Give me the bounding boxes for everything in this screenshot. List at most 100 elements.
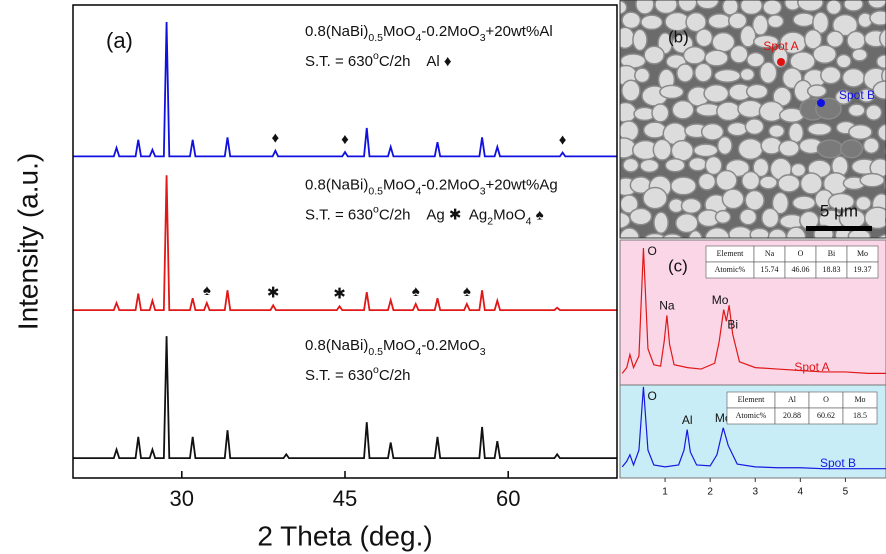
grain [652,138,672,161]
grain [825,30,845,48]
grain [812,44,837,64]
grain [878,28,886,49]
peak-marker: ♦ [341,131,349,148]
sem-frame [619,0,886,239]
grain [881,66,886,85]
grain [744,189,765,211]
grain [695,28,714,48]
grain [704,155,723,176]
text-part: -0.2MoO [421,23,479,40]
table-text: O [798,249,804,258]
scale-bar [806,226,872,231]
grain [622,157,640,173]
table-text: 19.37 [854,265,872,274]
table-text: Atomic% [715,265,746,274]
grain [726,121,749,137]
scale-bar-label: 5 μm [820,201,858,220]
grain [700,122,725,141]
grain [654,0,678,15]
table-text: Al [788,395,797,404]
grain [721,188,745,210]
xrd-line [73,336,617,460]
grain [670,176,697,196]
grain [790,162,807,178]
x-axis-label: 2 Theta (deg.) [257,520,432,551]
grain [839,139,864,159]
panel-label: (b) [668,27,689,46]
grain [671,99,695,120]
text-part: C/2h Al ♦ [379,53,452,70]
x-tick-label: 60 [496,486,520,511]
subscript: 4 [415,185,421,197]
x-tick-label: 30 [170,486,194,511]
x-tick-label: 45 [333,486,357,511]
grain [643,232,667,238]
grain [661,233,683,238]
grain [704,49,729,67]
spot-label: Spot A [763,39,798,53]
grain [620,137,637,159]
grain [816,139,844,159]
peak-marker: ♠ [412,283,420,300]
subscript: 3 [480,32,486,44]
grain [846,30,866,51]
table-text: Element [738,395,765,404]
grain [634,67,651,84]
text-part: MoO [383,23,416,40]
grain [676,63,695,83]
table-text: Mo [854,395,865,404]
table-text: 46.06 [792,265,810,274]
table-text: O [823,395,829,404]
grain [621,79,641,102]
table-cell [846,261,879,279]
grain [640,14,664,31]
grain [744,118,765,136]
text-part: MoO [383,176,416,193]
eds-line [621,386,886,470]
grain [778,139,800,157]
grain [635,0,655,15]
grain [863,206,886,230]
spot-label: Spot A [794,360,829,374]
grain [841,67,866,88]
spot-a-dot [777,58,785,66]
grain [745,83,769,100]
grain [659,84,685,100]
grain [688,156,708,172]
grain [851,48,868,62]
grain [746,51,766,68]
grain [721,0,739,16]
peak-marker: ♠ [463,283,471,300]
grain [872,80,886,100]
grain [787,122,805,144]
grain [639,158,660,174]
peak-marker: ♦ [559,132,567,149]
grain [799,172,823,195]
grain [739,67,756,82]
grain [621,11,642,30]
text-part: S.T. = 630 [305,367,373,384]
grain [820,66,842,85]
grain [752,34,780,49]
peak-marker: ♠ [203,282,211,299]
grain [806,84,828,98]
eds-line [621,247,886,374]
grain [777,174,801,193]
grain [843,0,864,12]
peak-label: Al [682,413,693,427]
grain [713,68,742,83]
panel-label: (c) [668,256,688,275]
grain [643,45,665,65]
grain [620,0,628,15]
peak-label: Bi [727,317,738,331]
table-cell [842,407,878,425]
grain [803,28,823,50]
text-part: S.T. = 630 [305,206,373,223]
grain [739,24,757,48]
text-part: S.T. = 630 [305,53,373,70]
grain [677,0,698,13]
grain [714,209,732,225]
grain [848,124,873,141]
grain [693,143,719,158]
subscript: 3 [480,346,486,358]
